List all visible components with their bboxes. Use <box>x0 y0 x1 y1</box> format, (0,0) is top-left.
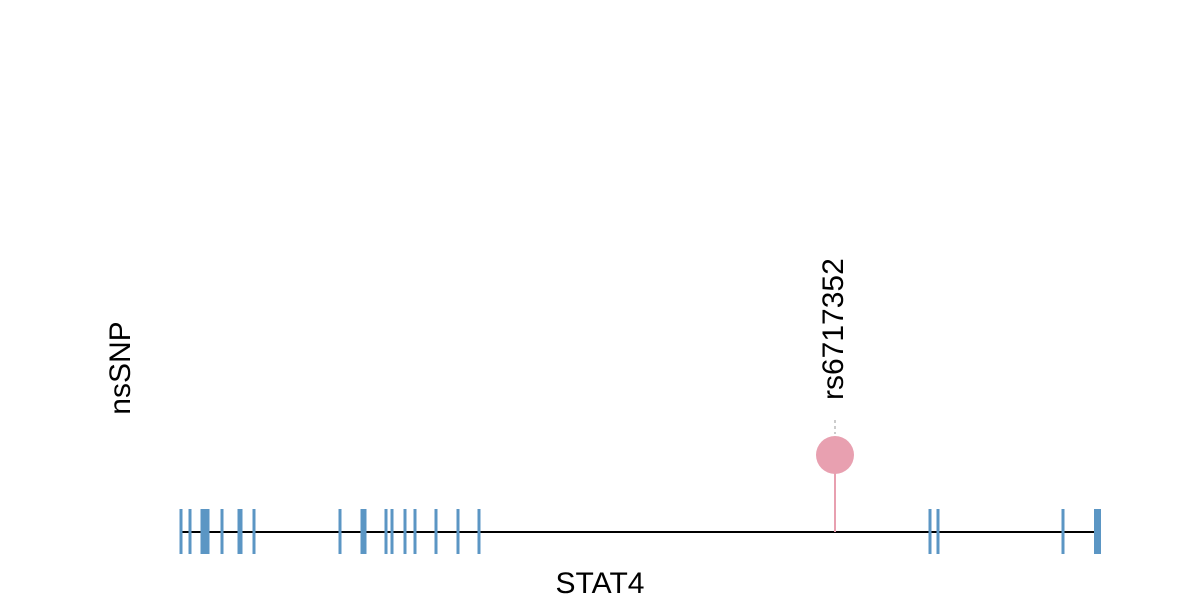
lollipop-head <box>816 436 854 474</box>
exon <box>1094 509 1101 554</box>
gene-name: STAT4 <box>556 567 645 600</box>
snp-lollipop: rs6717352 <box>816 258 854 532</box>
track-label: nsSNP <box>104 321 137 414</box>
snp-label: rs6717352 <box>817 258 850 400</box>
exons <box>179 509 1101 554</box>
